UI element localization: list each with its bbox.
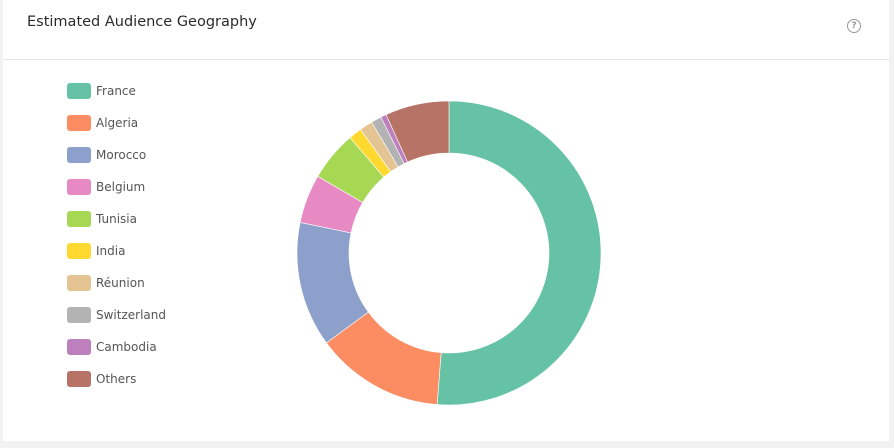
legend-label: Switzerland [96,308,166,322]
legend-item[interactable]: Belgium [67,179,166,211]
legend-item[interactable]: Morocco [67,147,166,179]
legend-swatch [67,243,91,259]
legend-item[interactable]: Others [67,371,166,403]
help-icon[interactable]: ? [847,19,861,33]
legend-swatch [67,307,91,323]
legend-label: Others [96,372,137,386]
legend-swatch [67,179,91,195]
legend-label: France [96,84,136,98]
legend-item[interactable]: France [67,83,166,115]
legend-swatch [67,275,91,291]
legend-label: Morocco [96,148,147,162]
card-header: Estimated Audience Geography ? [3,0,889,60]
legend-item[interactable]: Réunion [67,275,166,307]
legend-swatch [67,339,91,355]
legend-swatch [67,147,91,163]
legend-label: Belgium [96,180,146,194]
chart-legend: France Algeria Morocco Belgium Tunisia India R… [67,83,166,403]
legend-item[interactable]: India [67,243,166,275]
slice-others[interactable] [385,100,450,163]
slice-france[interactable] [436,100,602,406]
legend-swatch [67,115,91,131]
legend-swatch [67,371,91,387]
legend-label: Cambodia [96,340,157,354]
legend-label: India [96,244,126,258]
card-title: Estimated Audience Geography [27,14,257,30]
legend-item[interactable]: Cambodia [67,339,166,371]
legend-item[interactable]: Switzerland [67,307,166,339]
legend-item[interactable]: Algeria [67,115,166,147]
legend-label: Réunion [96,276,145,290]
legend-label: Tunisia [96,212,137,226]
legend-label: Algeria [96,116,139,130]
legend-swatch [67,83,91,99]
legend-swatch [67,211,91,227]
legend-item[interactable]: Tunisia [67,211,166,243]
